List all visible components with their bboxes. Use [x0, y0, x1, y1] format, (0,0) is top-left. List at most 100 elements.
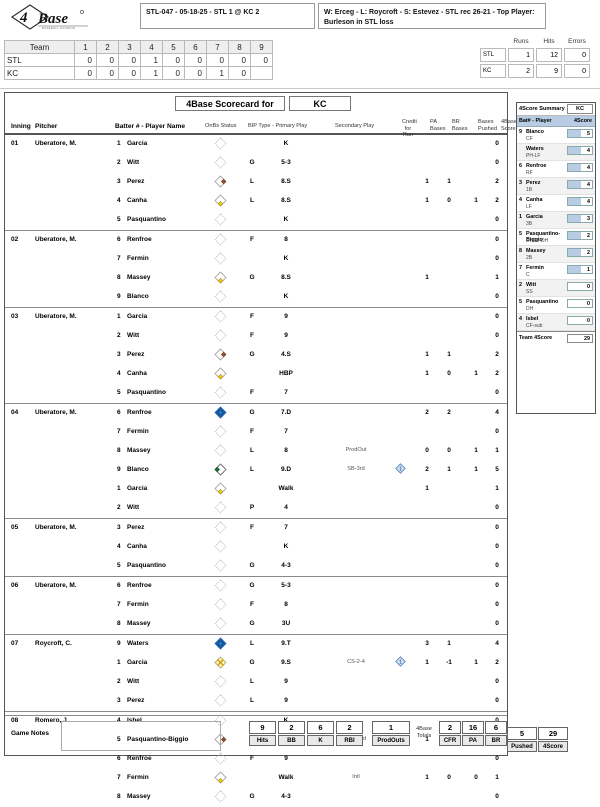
- play-pa-bases: 1: [425, 370, 429, 377]
- onbase-status-icon[interactable]: [205, 656, 235, 671]
- play-primary: 8: [284, 236, 288, 243]
- play-row[interactable]: 7 Fermin K 0: [5, 250, 507, 269]
- onbase-status-icon[interactable]: [205, 675, 235, 690]
- play-row[interactable]: 7 Fermin F 7 0: [5, 423, 507, 442]
- play-row[interactable]: 1 Garcia G 9.S CS-2-4 1 1 -1 1 2: [5, 654, 507, 673]
- onbase-status-icon[interactable]: [205, 637, 235, 652]
- play-row[interactable]: 7 Fermin Walk Intl 1 0 0 1: [5, 769, 507, 788]
- play-row[interactable]: 4 Canha K 0: [5, 538, 507, 557]
- onbase-status-icon[interactable]: [205, 271, 235, 286]
- play-row[interactable]: 3 Perez L 8.S 1 1 2: [5, 173, 507, 192]
- play-row[interactable]: 7 Fermin F 8 0: [5, 596, 507, 615]
- play-row[interactable]: 3 Perez G 4.S 1 1 2: [5, 346, 507, 365]
- play-row[interactable]: 9 Blanco L 9.D SB-3rd 1 2 1 1 5: [5, 461, 507, 480]
- onbase-status-icon[interactable]: [205, 463, 235, 478]
- play-batter-number: 3: [117, 351, 121, 358]
- onbase-status-icon[interactable]: [205, 559, 235, 574]
- sidebar-player-row[interactable]: 3 Perez 1B 4: [517, 178, 595, 195]
- play-row[interactable]: 8 Massey G 4-3 0: [5, 788, 507, 807]
- play-4base-score: 1: [495, 274, 499, 281]
- sidebar-team[interactable]: KC: [567, 104, 593, 114]
- onbase-status-icon[interactable]: [205, 598, 235, 613]
- play-batter-number: 7: [117, 601, 121, 608]
- play-row[interactable]: 4 Canha HBP 1 0 1 2: [5, 365, 507, 384]
- play-row[interactable]: 2 Witt L 9 0: [5, 673, 507, 692]
- sidebar-player-row[interactable]: 4 Isbel CF-sub 0: [517, 314, 595, 331]
- play-4base-score: 0: [495, 582, 499, 589]
- onbase-status-icon[interactable]: [205, 771, 235, 786]
- sidebar-player-row[interactable]: 5 Pasquantino-Biggio DH4B-DH 2: [517, 229, 595, 246]
- onbase-status-icon[interactable]: [205, 790, 235, 805]
- stat-k-label: K: [307, 735, 334, 746]
- onbase-status-icon[interactable]: [205, 694, 235, 709]
- sidebar-column-headers: Bat# - Player 4Score: [517, 116, 595, 127]
- sidebar-player-row[interactable]: 8 Massey 2B 2: [517, 246, 595, 263]
- sidebar-player-row[interactable]: 1 Garcia 3B 3: [517, 212, 595, 229]
- rhe-team: KC: [480, 64, 506, 78]
- play-row[interactable]: 2 Witt G 5-3 0: [5, 154, 507, 173]
- play-row[interactable]: 4 Canha L 8.S 1 0 1 2: [5, 192, 507, 211]
- onbase-status-icon[interactable]: [205, 137, 235, 152]
- play-row[interactable]: 01 Uberatore, M. 1 Garcia K 0: [5, 135, 507, 154]
- onbase-status-icon[interactable]: [205, 579, 235, 594]
- onbase-status-icon[interactable]: [205, 733, 235, 748]
- onbase-status-icon[interactable]: [205, 425, 235, 440]
- play-row[interactable]: 5 Pasquantino G 4-3 0: [5, 557, 507, 576]
- play-row[interactable]: 03 Uberatore, M. 1 Garcia F 9 0: [5, 308, 507, 327]
- play-row[interactable]: 8 Massey G 8.S 1 1: [5, 269, 507, 288]
- play-4base-score: 5: [495, 466, 499, 473]
- scorecard-team[interactable]: KC: [289, 96, 351, 111]
- onbase-status-icon[interactable]: [205, 233, 235, 248]
- play-row[interactable]: 5 Pasquantino K 0: [5, 211, 507, 230]
- onbase-status-icon[interactable]: [205, 501, 235, 516]
- onbase-status-icon[interactable]: [205, 252, 235, 267]
- play-row[interactable]: 2 Witt F 9 0: [5, 327, 507, 346]
- sidebar-player-number: 8: [519, 248, 522, 254]
- play-row[interactable]: 07 Roycroft, C. 9 Waters L 9.T 3 1 4: [5, 635, 507, 654]
- onbase-status-icon[interactable]: [205, 521, 235, 536]
- onbase-status-icon[interactable]: [205, 444, 235, 459]
- onbase-status-icon[interactable]: [205, 194, 235, 209]
- sidebar-player-row[interactable]: 9 Blanco CF 5: [517, 127, 595, 144]
- play-row[interactable]: 2 Witt P 4 0: [5, 499, 507, 518]
- play-row[interactable]: 05 Uberatore, M. 3 Perez F 7 0: [5, 519, 507, 538]
- onbase-status-icon[interactable]: [205, 540, 235, 555]
- onbase-status-icon[interactable]: [205, 367, 235, 382]
- sidebar-player-row[interactable]: 5 Pasquantino DH 0: [517, 297, 595, 314]
- onbase-status-icon[interactable]: [205, 482, 235, 497]
- onbase-status-icon[interactable]: [205, 310, 235, 325]
- linescore-cell: 0: [96, 66, 119, 80]
- play-4base-score: 0: [495, 601, 499, 608]
- play-row[interactable]: 9 Blanco K 0: [5, 288, 507, 307]
- sidebar-player-row[interactable]: 6 Renfroe RF 4: [517, 161, 595, 178]
- onbase-status-icon[interactable]: [205, 175, 235, 190]
- sidebar-player-row[interactable]: 2 Witt SS 0: [517, 280, 595, 297]
- play-4base-score: 0: [495, 332, 499, 339]
- play-row[interactable]: 8 Massey L 8 ProdOut 0 0 1 1: [5, 442, 507, 461]
- play-row[interactable]: 5 Pasquantino F 7 0: [5, 384, 507, 403]
- linescore-cell: 0: [250, 53, 273, 67]
- onbase-status-icon[interactable]: [205, 406, 235, 421]
- play-row[interactable]: 8 Massey G 3U 0: [5, 615, 507, 634]
- onbase-status-icon[interactable]: [205, 617, 235, 632]
- sidebar-player-row[interactable]: Waters PH-LF 4: [517, 144, 595, 161]
- play-batter-number: 2: [117, 504, 121, 511]
- game-notes-input[interactable]: [61, 721, 221, 751]
- onbase-status-icon[interactable]: [205, 329, 235, 344]
- sidebar-player-position: 1B: [526, 187, 533, 193]
- play-row[interactable]: 1 Garcia Walk 1 1: [5, 480, 507, 499]
- play-row[interactable]: 02 Uberatore, M. 6 Renfroe F 8 0: [5, 231, 507, 250]
- onbase-status-icon[interactable]: [205, 290, 235, 305]
- onbase-status-icon[interactable]: [205, 156, 235, 171]
- onbase-status-icon[interactable]: [205, 348, 235, 363]
- sidebar-player-row[interactable]: 4 Canha LF 4: [517, 195, 595, 212]
- play-bip-type: L: [250, 466, 254, 473]
- play-inning: 01: [11, 140, 19, 147]
- play-pitcher: Uberatore, M.: [35, 140, 77, 147]
- play-row[interactable]: 04 Uberatore, M. 6 Renfroe G 7.D 2 2 4: [5, 404, 507, 423]
- onbase-status-icon[interactable]: [205, 386, 235, 401]
- sidebar-player-row[interactable]: 7 Fermin C 1: [517, 263, 595, 280]
- play-row[interactable]: 3 Perez L 9 0: [5, 692, 507, 711]
- onbase-status-icon[interactable]: [205, 213, 235, 228]
- play-row[interactable]: 06 Uberatore, M. 6 Renfroe G 5-3 0: [5, 577, 507, 596]
